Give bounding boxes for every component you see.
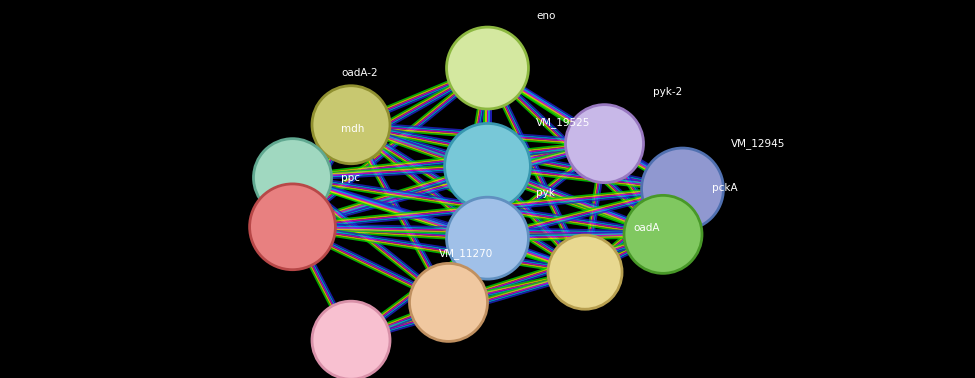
Ellipse shape — [548, 235, 622, 309]
Text: pyk-2: pyk-2 — [653, 87, 682, 97]
Text: VM_12945: VM_12945 — [731, 138, 786, 149]
Ellipse shape — [447, 197, 528, 279]
Ellipse shape — [566, 105, 644, 183]
Text: VM_11270: VM_11270 — [439, 248, 493, 259]
Text: ppc: ppc — [341, 174, 360, 183]
Ellipse shape — [250, 184, 335, 270]
Ellipse shape — [312, 301, 390, 378]
Ellipse shape — [410, 263, 488, 341]
Ellipse shape — [254, 139, 332, 217]
Ellipse shape — [447, 27, 528, 109]
Ellipse shape — [445, 124, 530, 209]
Text: pyk: pyk — [536, 188, 555, 198]
Text: oadA-2: oadA-2 — [341, 68, 378, 78]
Text: pckA: pckA — [712, 183, 737, 193]
Text: eno: eno — [536, 11, 556, 21]
Ellipse shape — [624, 195, 702, 273]
Text: oadA: oadA — [634, 223, 660, 233]
Text: mdh: mdh — [341, 124, 365, 134]
Text: VM_19525: VM_19525 — [536, 117, 591, 128]
Ellipse shape — [642, 148, 723, 230]
Ellipse shape — [312, 86, 390, 164]
